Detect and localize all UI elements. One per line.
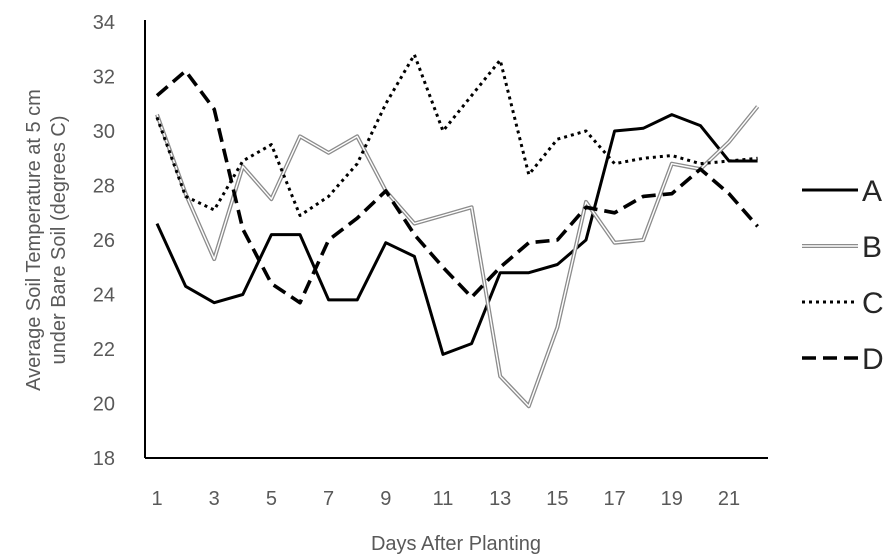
x-tick-label: 7 — [323, 488, 334, 510]
x-tick-labels: 1 3 5 7 9 11 13 15 17 19 21 — [151, 488, 740, 510]
legend-label: D — [862, 343, 884, 376]
y-tick-label: 30 — [93, 121, 115, 143]
series-d-line — [155, 69, 759, 305]
x-tick-label: 13 — [489, 488, 511, 510]
y-axis-title: Average Soil Temperature at 5 cm under B… — [23, 89, 70, 391]
axes — [144, 20, 768, 459]
legend-item-d: D — [802, 343, 884, 376]
legend-label: C — [862, 287, 884, 320]
y-tick-label: 18 — [93, 448, 115, 470]
series-a-line — [155, 113, 758, 356]
x-tick-label: 15 — [546, 488, 568, 510]
legend-item-c: C — [802, 287, 884, 320]
x-tick-label: 5 — [266, 488, 277, 510]
legend-item-a: A — [802, 175, 882, 208]
y-tick-label: 28 — [93, 176, 115, 198]
legend-label: B — [862, 231, 882, 264]
y-axis-title-line-1: Average Soil Temperature at 5 cm — [23, 89, 45, 391]
y-tick-label: 26 — [93, 230, 115, 252]
y-tick-label: 34 — [93, 12, 115, 34]
y-tick-label: 24 — [93, 285, 115, 307]
y-tick-label: 32 — [93, 67, 115, 89]
series-b-line — [155, 105, 760, 409]
x-tick-label: 19 — [661, 488, 683, 510]
x-axis-title: Days After Planting — [371, 533, 541, 555]
legend-label: A — [862, 175, 882, 208]
x-tick-label: 9 — [380, 488, 391, 510]
x-tick-label: 11 — [433, 488, 454, 510]
x-tick-label: 21 — [718, 488, 740, 510]
x-tick-label: 17 — [603, 488, 625, 510]
series-c-line — [155, 53, 758, 217]
y-tick-labels: 18 20 22 24 26 28 30 32 34 — [93, 12, 115, 470]
y-axis-title-line-2: under Bare Soil (degrees C) — [48, 115, 70, 364]
x-tick-label: 3 — [209, 488, 220, 510]
x-tick-label: 1 — [151, 488, 162, 510]
series-lines — [155, 53, 760, 409]
y-tick-label: 20 — [93, 394, 115, 416]
y-tick-label: 22 — [93, 339, 115, 361]
legend-item-b: B — [802, 231, 882, 264]
